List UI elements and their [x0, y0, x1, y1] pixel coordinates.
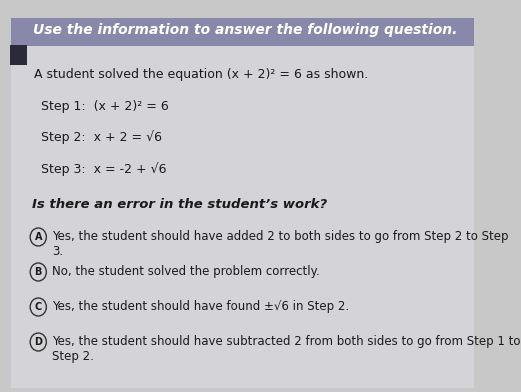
Text: Step 1:  (x + 2)² = 6: Step 1: (x + 2)² = 6 — [41, 100, 169, 113]
Text: No, the student solved the problem correctly.: No, the student solved the problem corre… — [52, 265, 319, 278]
Text: Yes, the student should have found ±√6 in Step 2.: Yes, the student should have found ±√6 i… — [52, 300, 349, 313]
Text: A student solved the equation (x + 2)² = 6 as shown.: A student solved the equation (x + 2)² =… — [34, 68, 368, 81]
Text: Step 3:  x = -2 + √6: Step 3: x = -2 + √6 — [41, 162, 167, 176]
Text: C: C — [34, 302, 42, 312]
Text: Use the information to answer the following question.: Use the information to answer the follow… — [33, 23, 457, 37]
Text: Is there an error in the student’s work?: Is there an error in the student’s work? — [32, 198, 327, 211]
FancyBboxPatch shape — [11, 18, 474, 46]
Text: Step 2:  x + 2 = √6: Step 2: x + 2 = √6 — [41, 130, 162, 144]
FancyBboxPatch shape — [11, 18, 474, 388]
Text: D: D — [34, 337, 42, 347]
Text: A: A — [34, 232, 42, 242]
Text: Yes, the student should have subtracted 2 from both sides to go from Step 1 to S: Yes, the student should have subtracted … — [52, 335, 520, 363]
FancyBboxPatch shape — [10, 45, 27, 65]
Text: Yes, the student should have added 2 to both sides to go from Step 2 to Step 3.: Yes, the student should have added 2 to … — [52, 230, 508, 258]
Text: B: B — [34, 267, 42, 277]
